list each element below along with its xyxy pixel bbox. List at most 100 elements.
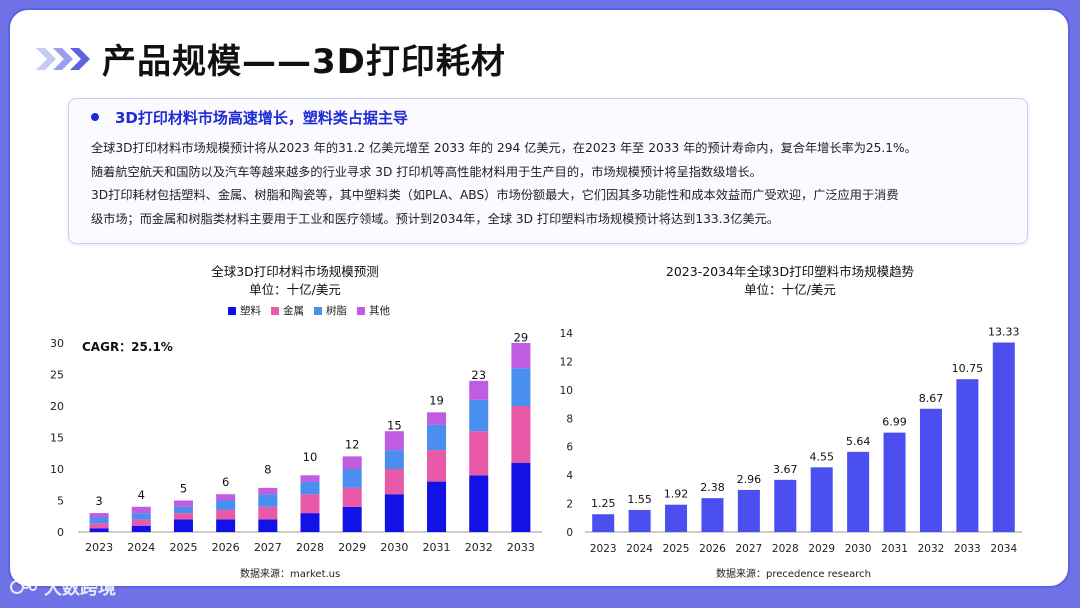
chart1-ytick-label: 20 (50, 400, 64, 413)
chart2-xtick-label: 2025 (663, 543, 690, 555)
legend-swatch (357, 306, 365, 315)
chart1-bar-segment (427, 412, 447, 425)
chart1-bar-segment (384, 494, 404, 532)
chart2-value-label: 2.38 (700, 481, 725, 494)
chart1-total-label: 15 (387, 419, 402, 433)
chart2-value-label: 13.33 (988, 326, 1020, 339)
bullet-dot-icon (91, 112, 99, 121)
chart2-ytick-label: 12 (560, 356, 573, 368)
chart1-bar-segment (89, 513, 109, 518)
chart1-total-label: 6 (222, 475, 229, 489)
chart1-total-label: 29 (514, 330, 529, 344)
chart2-bar (628, 509, 651, 532)
chart1-total-label: 5 (180, 482, 187, 496)
chart1-bar-segment (216, 500, 236, 510)
chart2-ytick-label: 2 (566, 499, 573, 511)
chevron-arrows-icon (36, 48, 90, 70)
chart1-bar-segment (173, 513, 193, 520)
chart1-total-label: 3 (95, 494, 102, 508)
logo-icon (10, 579, 37, 594)
chart1-title: 全球3D打印材料市场规模预测 (211, 264, 379, 279)
legend-item: 塑料 (228, 303, 261, 318)
chart1-total-label: 8 (264, 463, 271, 477)
chart2-bar (737, 489, 760, 532)
chart1-bar-segment (173, 506, 193, 514)
chart2-value-label: 1.25 (591, 497, 616, 510)
chart2-value-label: 3.67 (773, 463, 798, 476)
chart1-bar-segment (258, 519, 278, 532)
chart2-xtick-label: 2034 (990, 543, 1017, 555)
chart2-bar (956, 379, 979, 532)
chart2-value-label: 4.55 (809, 450, 834, 463)
chart1-total-label: 10 (303, 450, 318, 464)
chart1-bar-segment (216, 494, 236, 501)
legend-swatch (314, 306, 322, 315)
legend-item: 其他 (357, 303, 390, 318)
chart1-bar-segment (300, 475, 320, 482)
chart1-bar-segment (342, 456, 362, 469)
card-line: 全球3D打印材料市场规模预计将从2023 年的31.2 亿美元增至 2033 年… (91, 141, 917, 155)
chart2-value-label: 8.67 (919, 392, 944, 405)
chart1-bar-segment (216, 519, 236, 532)
chart2-xtick-label: 2028 (772, 543, 799, 555)
chart2-value-label: 5.64 (846, 435, 871, 448)
chart1-bar-segment (469, 475, 489, 532)
logo-text: 大数跨境 (44, 578, 116, 599)
chart2-ytick-label: 14 (560, 328, 574, 340)
legend-item: 金属 (271, 303, 304, 318)
chart2-xtick-label: 2027 (736, 543, 763, 555)
chart1-total-label: 4 (138, 488, 145, 502)
card-line: 随着航空航天和国防以及汽车等越来越多的行业寻求 3D 打印机等高性能材料用于生产… (91, 164, 762, 179)
chart2-value-label: 6.99 (882, 416, 907, 429)
chart2-bar (592, 514, 615, 532)
chart2-value-label: 1.55 (627, 493, 652, 506)
chart2-subtitle: 单位：十亿/美元 (744, 282, 836, 297)
chart1-ytick-label: 25 (50, 369, 64, 382)
chart2-xtick-label: 2023 (590, 543, 617, 555)
chart1-bar-segment (342, 506, 362, 532)
chart1-bar-segment (258, 487, 278, 495)
card-body: 全球3D打印材料市场规模预计将从2023 年的31.2 亿美元增至 2033 年… (91, 137, 1011, 231)
slide-frame: 产品规模——3D打印耗材 3D打印材料市场高速增长，塑料类占据主导 全球3D打印… (8, 8, 1070, 588)
chart1-bar-segment (511, 406, 531, 463)
chart1-legend: 塑料 金属 树脂 其他 (228, 303, 390, 318)
chart1-total-label: 12 (345, 437, 360, 451)
chart1-ytick-label: 0 (57, 526, 64, 539)
chart1-ytick-label: 15 (50, 432, 64, 445)
chart1-xtick-label: 2033 (507, 541, 535, 554)
chart2-value-label: 2.96 (737, 473, 762, 486)
chart1-bar-segment (342, 487, 362, 507)
chart1-xtick-label: 2023 (85, 541, 113, 554)
chart1-bar-segment (300, 481, 320, 495)
chart1-title-block: 全球3D打印材料市场规模预测 单位：十亿/美元 (160, 263, 430, 299)
chart1-bar-segment (300, 494, 320, 514)
legend-swatch (271, 306, 279, 315)
card-heading-text: 3D打印材料市场高速增长，塑料类占据主导 (115, 109, 408, 127)
chart1-bar-segment (384, 469, 404, 495)
chart1-bar-segment (384, 431, 404, 451)
chart1-bar-segment (469, 399, 489, 432)
chart1-xtick-label: 2030 (380, 541, 408, 554)
chart1-xtick-label: 2028 (296, 541, 324, 554)
chart1-bar-segment (89, 528, 109, 532)
chart2-source: 数据来源：precedence research (716, 569, 871, 580)
chart2-title-block: 2023-2034年全球3D打印塑料市场规模趋势 单位：十亿/美元 (630, 263, 950, 299)
chart1-bar-segment (131, 519, 151, 526)
chart2-xtick-label: 2031 (881, 543, 908, 555)
chart1-bar-segment (342, 469, 362, 488)
chart2-value-label: 10.75 (952, 362, 984, 375)
chart1-bar-segment (258, 494, 278, 507)
chart2-bar (919, 408, 942, 532)
chart2-ytick-label: 4 (566, 470, 573, 482)
chart1-bar-segment (427, 450, 447, 482)
chart2-ytick-label: 0 (566, 527, 573, 539)
chart2-xtick-label: 2030 (845, 543, 872, 555)
chart2-xtick-label: 2029 (808, 543, 835, 555)
chart1-bar-segment (469, 380, 489, 400)
chart1-bar-segment (511, 368, 531, 406)
chart1-xtick-label: 2026 (212, 541, 240, 554)
footer-logo: 大数跨境 (10, 574, 116, 600)
chart2-bar (992, 342, 1015, 532)
chart1-bar-segment (384, 450, 404, 469)
chart2-xtick-label: 2032 (918, 543, 945, 555)
